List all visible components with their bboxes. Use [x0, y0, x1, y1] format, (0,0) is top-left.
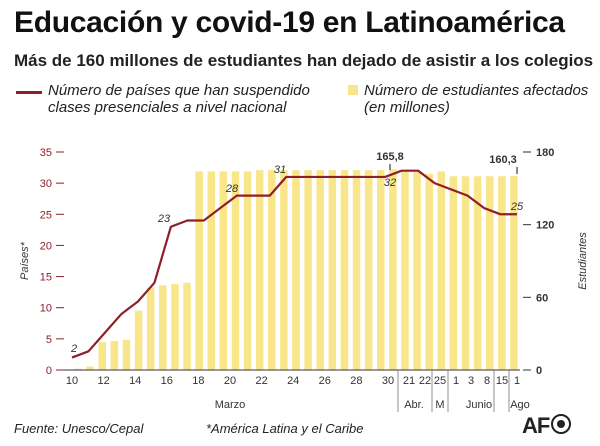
y-left-tick-label: 5 — [46, 334, 52, 346]
bar — [243, 171, 252, 370]
data-annotation: 165,8 — [376, 151, 404, 163]
month-label: Abr. — [404, 399, 424, 411]
x-tick-label: 24 — [287, 375, 299, 387]
legend-line-label: Número de países que han suspendido clas… — [48, 82, 310, 116]
bar — [207, 171, 215, 370]
bar — [413, 171, 421, 370]
bar — [110, 340, 119, 370]
bar — [159, 285, 167, 370]
y-right-tick-label: 60 — [536, 292, 548, 304]
bar — [231, 171, 240, 370]
x-tick-label: 20 — [224, 375, 236, 387]
x-tick-label: 14 — [129, 375, 141, 387]
bar — [219, 171, 228, 370]
y-left-tick-label: 35 — [40, 147, 52, 159]
bar — [401, 171, 409, 370]
bar — [86, 366, 94, 370]
bar — [498, 176, 506, 370]
y-right-tick-label: 0 — [536, 365, 542, 377]
x-tick-label: 12 — [97, 375, 109, 387]
month-label: Ago — [510, 399, 530, 411]
line-series — [71, 169, 517, 359]
bar — [292, 170, 300, 370]
y-right-tick-label: 180 — [536, 147, 554, 159]
y-left-tick-label: 0 — [46, 365, 52, 377]
y-left-tick-label: 15 — [40, 272, 52, 284]
chart-subtitle: Más de 160 millones de estudiantes han d… — [14, 51, 594, 70]
x-tick-label: 22 — [419, 375, 431, 387]
month-label: Marzo — [215, 399, 246, 411]
month-label: M — [435, 399, 444, 411]
month-label: Junio — [466, 399, 492, 411]
bar — [98, 342, 107, 370]
bar — [74, 368, 82, 370]
bar — [316, 170, 324, 370]
bar — [473, 176, 482, 370]
bar — [195, 171, 203, 370]
y-right-axis-title: Estudiantes — [577, 232, 589, 290]
bar — [449, 176, 458, 370]
data-annotation: 32 — [384, 177, 396, 189]
data-annotation: 2 — [70, 343, 77, 355]
legend-bar-label: Número de estudiantes afectados (en mill… — [364, 82, 589, 116]
data-annotation: 25 — [510, 201, 524, 213]
x-tick-label: 26 — [319, 375, 331, 387]
bar — [461, 176, 470, 370]
afp-logo: AF — [522, 413, 572, 439]
bar — [377, 170, 385, 370]
chart-title: Educación y covid-19 en Latinoamérica — [14, 6, 565, 39]
bar — [364, 170, 373, 370]
bar — [389, 169, 397, 370]
x-tick-label: 3 — [468, 375, 474, 387]
footer-source: Fuente: Unesco/Cepal — [14, 421, 144, 436]
bar — [510, 175, 518, 370]
x-tick-label: 18 — [192, 375, 204, 387]
x-tick-label: 1 — [453, 375, 459, 387]
x-tick-label: 15 — [496, 375, 508, 387]
y-left-tick-label: 20 — [40, 240, 52, 252]
legend-bar-swatch — [348, 85, 358, 95]
bar — [437, 171, 446, 370]
x-tick-label: 25 — [434, 375, 446, 387]
data-annotation: 160,3 — [489, 154, 517, 166]
bar — [171, 284, 179, 370]
x-tick-label: 22 — [255, 375, 267, 387]
bar — [280, 170, 288, 370]
y-left-tick-label: 10 — [40, 303, 52, 315]
y-left-tick-label: 30 — [40, 178, 52, 190]
x-tick-label: 10 — [66, 375, 78, 387]
data-annotation: 23 — [157, 213, 171, 225]
y-left-tick-label: 25 — [40, 209, 52, 221]
y-right-tick-label: 120 — [536, 220, 554, 232]
bar — [352, 170, 361, 370]
x-tick-label: 28 — [350, 375, 362, 387]
x-tick-label: 30 — [382, 375, 394, 387]
data-annotation: 28 — [225, 183, 239, 195]
bar — [304, 170, 312, 370]
bar — [425, 173, 433, 370]
x-tick-label: 21 — [403, 375, 415, 387]
bar — [122, 339, 131, 370]
bar — [328, 170, 337, 370]
data-annotation: 31 — [274, 164, 286, 176]
footer-note: *América Latina y el Caribe — [206, 421, 364, 436]
bar — [255, 170, 264, 370]
bar — [134, 310, 143, 370]
bar — [183, 282, 191, 370]
bar — [340, 170, 349, 370]
y-left-axis-title: Países* — [19, 241, 31, 280]
legend-line-swatch — [16, 91, 42, 94]
bar — [485, 176, 494, 370]
x-tick-label: 8 — [484, 375, 490, 387]
bar — [268, 170, 276, 370]
bar — [146, 287, 155, 370]
x-tick-label: 1 — [514, 375, 520, 387]
x-tick-label: 16 — [161, 375, 173, 387]
